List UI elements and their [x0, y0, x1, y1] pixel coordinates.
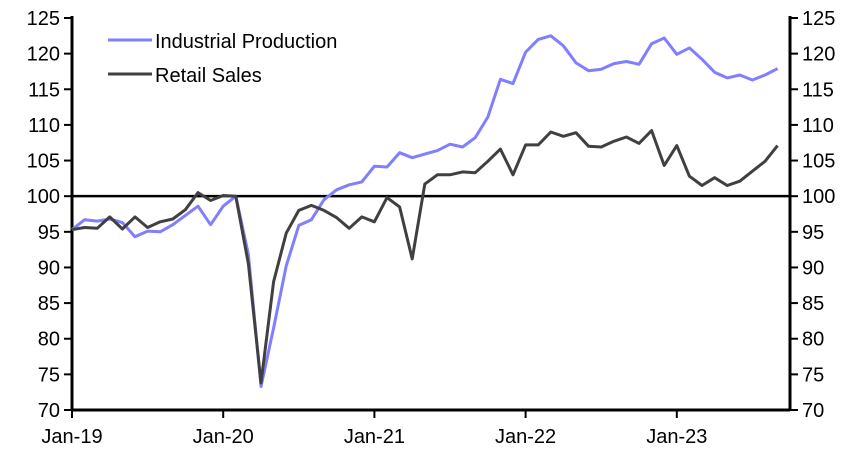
legend-label: Retail Sales	[155, 65, 262, 87]
y-tick-label-right: 120	[802, 44, 835, 66]
y-tick-label-left: 120	[27, 44, 60, 66]
y-tick-label-left: 95	[38, 222, 60, 244]
x-tick-label: Jan-22	[495, 426, 556, 448]
y-tick-label-left: 80	[38, 329, 60, 351]
x-tick-label: Jan-19	[41, 426, 102, 448]
y-tick-label-right: 115	[802, 79, 834, 101]
y-axis-left: 70 75 80 85 90 95 100 105 110 115 120 125	[27, 8, 74, 422]
y-tick-label-right: 105	[802, 151, 835, 173]
y-tick-label-right: 75	[802, 364, 824, 386]
legend-label: Industrial Production	[155, 31, 337, 53]
y-tick-label-right: 85	[802, 293, 824, 315]
x-tick-label: Jan-20	[193, 426, 254, 448]
y-tick-label-left: 75	[38, 364, 60, 386]
y-tick-label-right: 80	[802, 329, 824, 351]
series-line-industrial-production	[71, 34, 779, 388]
x-tick-label: Jan-21	[344, 426, 405, 448]
y-tick-label-left: 90	[38, 257, 60, 279]
y-tick-label-right: 125	[802, 8, 835, 30]
y-tick-label-left: 105	[27, 151, 60, 173]
y-tick-label-left: 125	[27, 8, 60, 30]
y-tick-label-left: 85	[38, 293, 60, 315]
x-tick-label: Jan-23	[646, 426, 707, 448]
y-tick-label-right: 70	[802, 400, 824, 422]
series-line-retail-sales	[71, 129, 779, 385]
y-tick-label-right: 90	[802, 257, 824, 279]
y-tick-label-left: 110	[28, 115, 60, 137]
x-axis: Jan-19 Jan-20 Jan-21 Jan-22 Jan-23	[41, 408, 790, 448]
y-axis-right: 70 75 80 85 90 95 100 105 110 115 120 125	[788, 8, 835, 422]
y-tick-label-right: 95	[802, 222, 824, 244]
y-tick-label-left: 100	[27, 186, 60, 208]
series-group	[71, 34, 790, 388]
y-tick-label-right: 100	[802, 186, 835, 208]
y-tick-label-left: 70	[38, 400, 60, 422]
y-tick-label-right: 110	[802, 115, 834, 137]
y-tick-label-left: 115	[28, 79, 60, 101]
legend: Industrial Production Retail Sales	[108, 31, 337, 87]
